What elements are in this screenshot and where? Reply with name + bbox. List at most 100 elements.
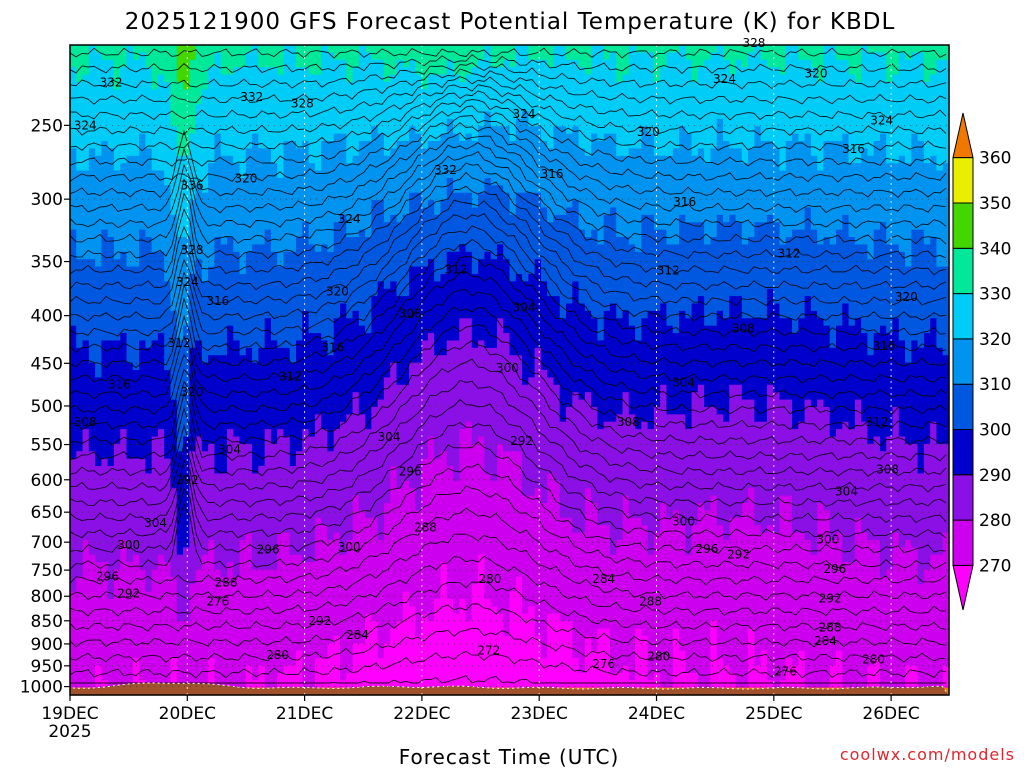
field-cell bbox=[327, 288, 335, 297]
field-cell bbox=[352, 680, 360, 689]
field-cell bbox=[421, 207, 429, 216]
field-cell bbox=[352, 443, 360, 452]
field-cell bbox=[239, 281, 247, 290]
field-cell bbox=[289, 562, 297, 571]
field-cell bbox=[371, 392, 379, 401]
field-cell bbox=[82, 296, 90, 305]
field-cell bbox=[308, 303, 316, 312]
field-cell bbox=[402, 340, 410, 349]
field-cell bbox=[189, 45, 197, 53]
field-cell bbox=[76, 45, 84, 53]
field-cell bbox=[358, 163, 366, 172]
field-cell bbox=[308, 118, 316, 127]
field-cell bbox=[333, 214, 341, 223]
field-cell bbox=[226, 643, 234, 652]
field-cell bbox=[270, 214, 278, 223]
field-cell bbox=[277, 665, 285, 674]
field-cell bbox=[189, 532, 197, 541]
field-cell bbox=[132, 643, 140, 652]
field-cell bbox=[95, 606, 102, 615]
field-cell bbox=[208, 74, 216, 83]
field-cell bbox=[95, 170, 102, 179]
field-cell bbox=[339, 429, 347, 438]
field-cell bbox=[258, 148, 266, 157]
field-cell bbox=[302, 325, 310, 334]
field-cell bbox=[76, 355, 84, 364]
field-cell bbox=[226, 495, 234, 504]
field-cell bbox=[402, 650, 410, 659]
field-cell bbox=[107, 488, 115, 497]
field-cell bbox=[270, 170, 278, 179]
field-cell bbox=[245, 384, 253, 393]
field-cell bbox=[258, 288, 266, 297]
field-cell bbox=[270, 207, 278, 216]
field-cell bbox=[139, 222, 146, 231]
field-cell bbox=[296, 96, 303, 105]
field-cell bbox=[358, 613, 366, 622]
field-cell bbox=[214, 192, 222, 201]
field-cell bbox=[308, 613, 316, 622]
field-cell bbox=[82, 355, 90, 364]
field-cell bbox=[76, 251, 84, 260]
field-cell bbox=[107, 281, 115, 290]
field-cell bbox=[189, 148, 197, 157]
field-cell bbox=[396, 163, 404, 172]
field-cell bbox=[296, 451, 303, 460]
field-cell bbox=[277, 229, 285, 238]
field-cell bbox=[239, 466, 247, 475]
field-cell bbox=[383, 488, 391, 497]
field-cell bbox=[421, 67, 429, 76]
field-cell bbox=[346, 576, 354, 585]
field-cell bbox=[390, 288, 398, 297]
field-cell bbox=[120, 333, 128, 342]
field-cell bbox=[170, 562, 178, 571]
field-cell bbox=[409, 266, 416, 275]
field-cell bbox=[145, 59, 153, 68]
field-cell bbox=[214, 273, 222, 282]
field-cell bbox=[314, 665, 322, 674]
field-cell bbox=[377, 170, 385, 179]
field-cell bbox=[214, 222, 222, 231]
field-cell bbox=[208, 325, 216, 334]
field-cell bbox=[258, 598, 266, 607]
field-cell bbox=[126, 576, 134, 585]
field-cell bbox=[245, 377, 253, 386]
field-cell bbox=[170, 111, 178, 120]
field-cell bbox=[339, 347, 347, 356]
field-cell bbox=[396, 650, 404, 659]
field-cell bbox=[107, 155, 115, 164]
field-cell bbox=[183, 414, 190, 423]
field-cell bbox=[314, 266, 322, 275]
field-cell bbox=[333, 414, 341, 423]
field-cell bbox=[302, 177, 310, 186]
field-cell bbox=[82, 81, 90, 90]
field-cell bbox=[101, 539, 109, 548]
field-cell bbox=[409, 399, 416, 408]
field-cell bbox=[82, 288, 90, 297]
field-cell bbox=[296, 45, 303, 53]
field-cell bbox=[88, 266, 96, 275]
field-cell bbox=[226, 296, 234, 305]
field-cell bbox=[327, 170, 335, 179]
field-cell bbox=[183, 310, 190, 319]
field-cell bbox=[239, 517, 247, 526]
field-cell bbox=[88, 443, 96, 452]
field-cell bbox=[82, 547, 90, 556]
field-cell bbox=[277, 480, 285, 489]
field-cell bbox=[245, 192, 253, 201]
field-cell bbox=[113, 59, 121, 68]
field-cell bbox=[126, 126, 134, 135]
field-cell bbox=[95, 658, 102, 667]
field-cell bbox=[226, 126, 234, 135]
field-cell bbox=[402, 251, 410, 260]
field-cell bbox=[352, 562, 360, 571]
field-cell bbox=[214, 510, 222, 519]
field-cell bbox=[145, 104, 153, 113]
field-cell bbox=[352, 318, 360, 327]
field-cell bbox=[339, 672, 347, 681]
field-cell bbox=[327, 598, 335, 607]
field-cell bbox=[76, 325, 84, 334]
field-cell bbox=[314, 45, 322, 53]
field-cell bbox=[195, 133, 203, 142]
field-cell bbox=[151, 126, 159, 135]
